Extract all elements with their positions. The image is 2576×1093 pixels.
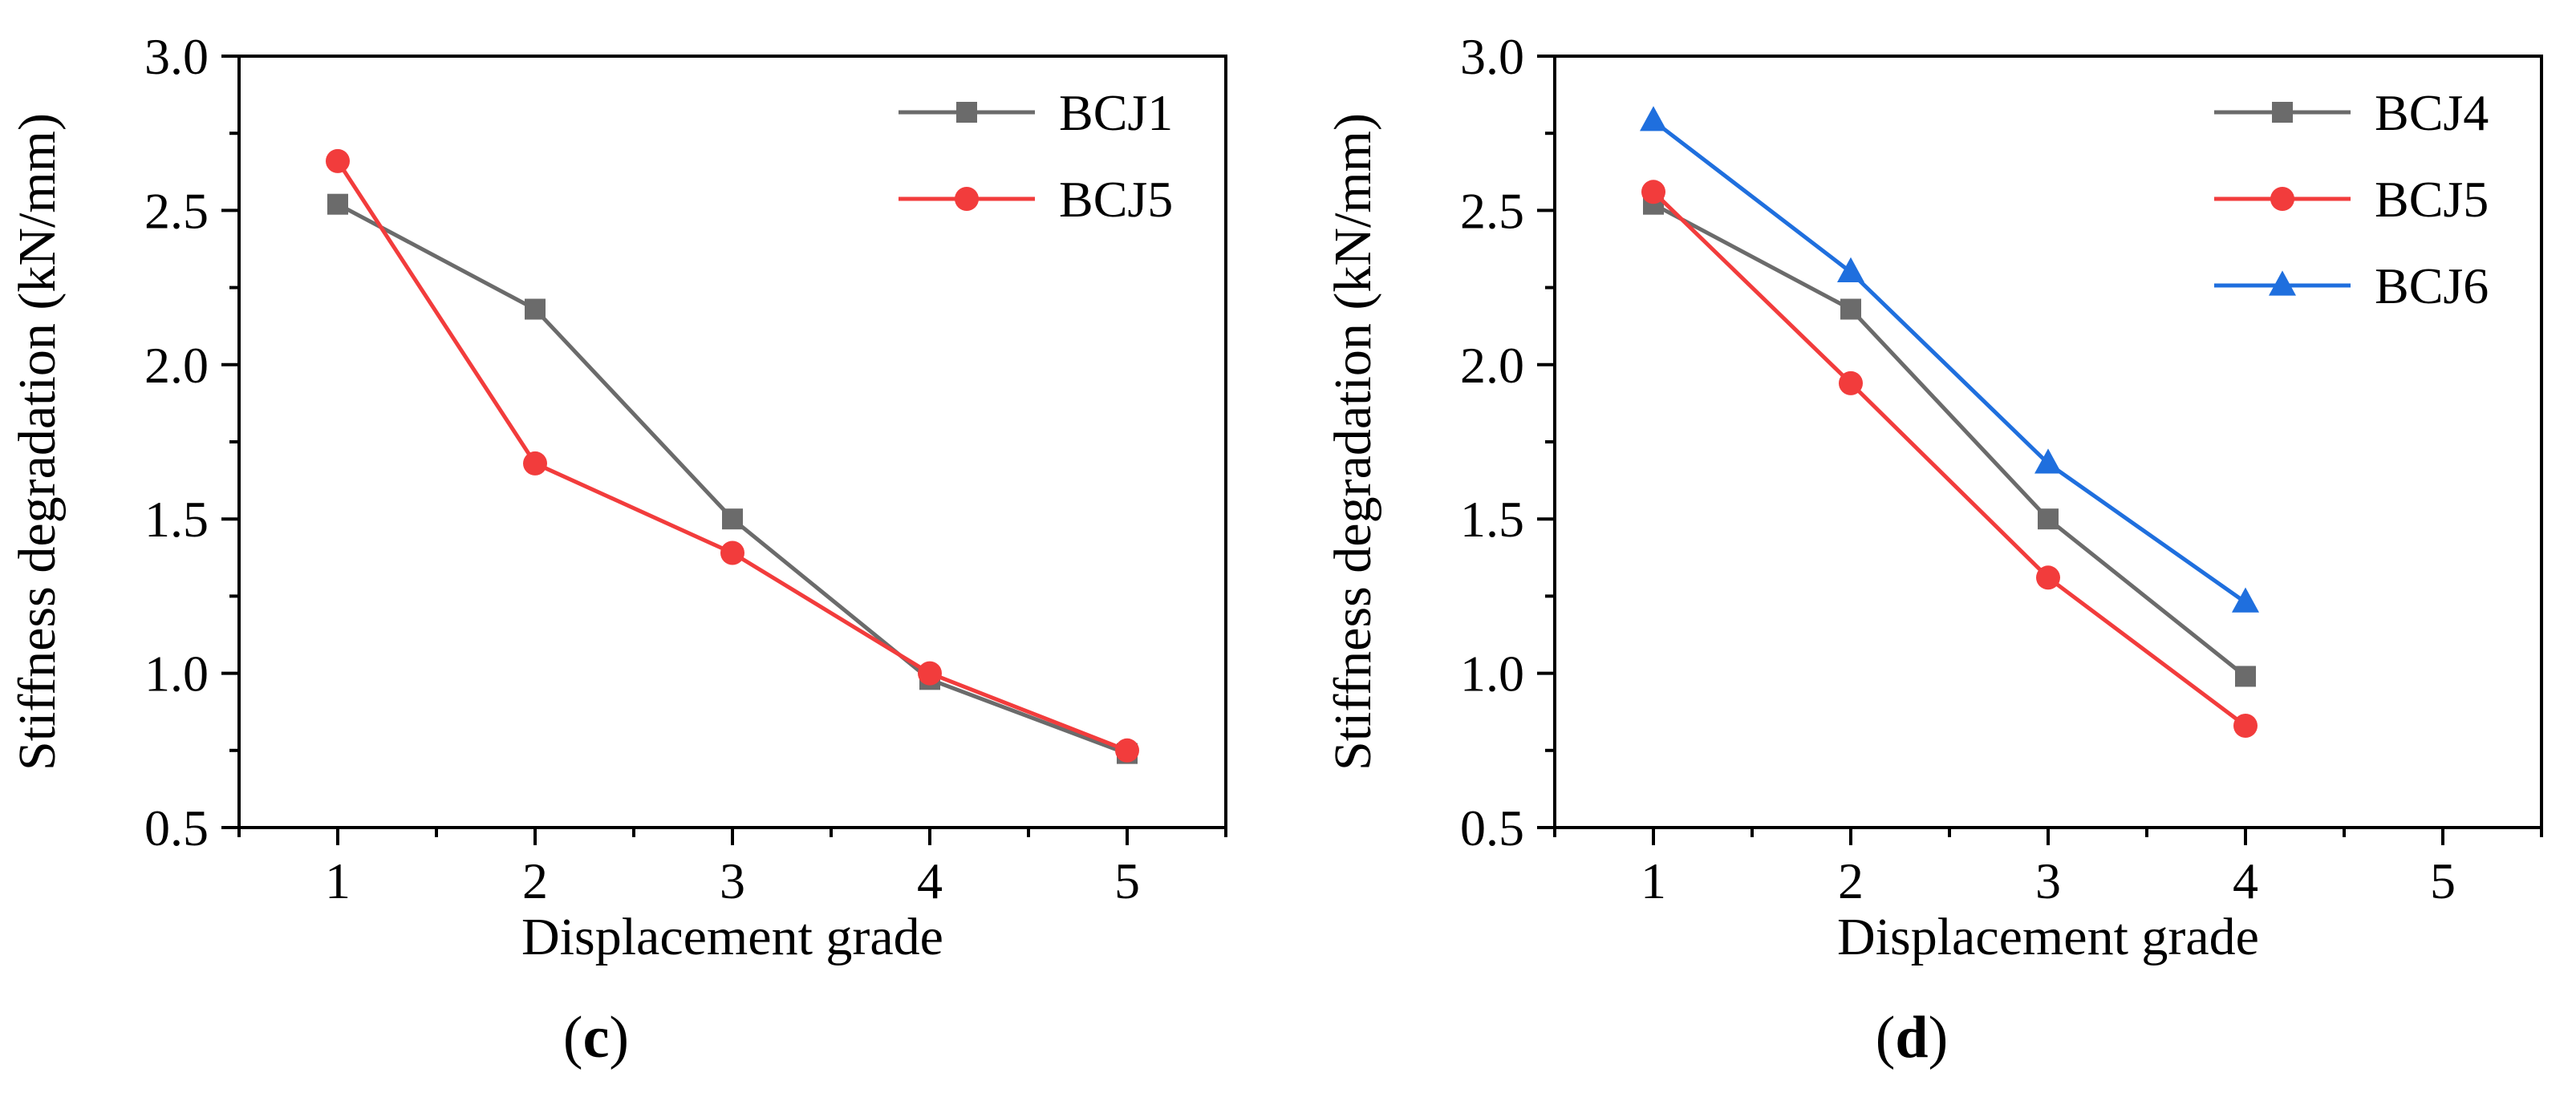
x-tick-label: 3 — [720, 852, 745, 909]
y-axis-title: Stiffness degradation (kN/mm) — [1324, 113, 1382, 771]
data-point — [2233, 714, 2258, 739]
caption-letter: c — [583, 1005, 610, 1071]
legend-label: BCJ1 — [1059, 84, 1173, 141]
caption-open: ( — [563, 1005, 583, 1071]
data-point — [720, 540, 744, 565]
legend-label: BCJ5 — [1059, 171, 1173, 228]
data-point — [2235, 666, 2256, 687]
legend-marker — [955, 187, 979, 211]
data-point — [327, 193, 348, 215]
legend-label: BCJ4 — [2375, 84, 2489, 141]
data-point — [1839, 370, 1863, 395]
panel-caption: (c) — [563, 1005, 629, 1071]
legend: BCJ4 BCJ5 BCJ6 — [2214, 84, 2489, 314]
y-tick-label: 1.0 — [1460, 646, 1524, 702]
series-BCJ4 — [1643, 193, 2256, 687]
y-tick-label: 2.0 — [144, 337, 209, 394]
series-line — [1652, 202, 2247, 678]
x-tick-label: 4 — [917, 852, 943, 909]
x-axis-title: Displacement grade — [1837, 908, 2259, 966]
y-tick-label: 2.5 — [144, 182, 209, 239]
legend-marker — [2272, 102, 2293, 123]
series-BCJ5 — [326, 148, 1139, 763]
legend-label: BCJ6 — [2375, 257, 2489, 314]
series-line — [335, 160, 1128, 753]
y-tick-label: 0.5 — [144, 800, 209, 856]
data-point — [523, 451, 547, 476]
x-tick-label: 3 — [2035, 852, 2061, 909]
y-tick-label: 1.0 — [144, 646, 209, 702]
x-tick-label: 2 — [1838, 852, 1864, 909]
series-line — [336, 202, 1128, 755]
caption-close: ) — [609, 1005, 629, 1071]
data-point — [1115, 738, 1139, 763]
series-BCJ1 — [327, 193, 1138, 764]
y-tick-label: 1.5 — [144, 491, 209, 548]
caption-open: ( — [1876, 1005, 1896, 1071]
y-tick-label: 1.5 — [1460, 491, 1524, 548]
legend-label: BCJ5 — [2375, 171, 2489, 228]
chart-panel-c: 1 2 3 4 5 0.5 1.0 1.5 2.0 2.5 3.0 Displacement grad… — [8, 28, 1227, 1071]
legend-marker — [2269, 270, 2296, 296]
x-tick-label: 1 — [325, 852, 351, 909]
y-tick-label: 3.0 — [1460, 28, 1524, 85]
x-tick-label: 2 — [522, 852, 548, 909]
y-tick-label: 2.0 — [1460, 337, 1524, 394]
data-point — [918, 661, 942, 686]
data-point — [722, 508, 743, 530]
x-tick-label: 5 — [1114, 852, 1140, 909]
data-point — [525, 298, 546, 320]
x-tick-label: 5 — [2430, 852, 2456, 909]
series-line — [1652, 190, 2247, 728]
data-point — [1640, 106, 1667, 132]
data-point — [2038, 508, 2059, 530]
panel-caption: (d) — [1876, 1005, 1948, 1071]
data-point — [2034, 448, 2062, 474]
series-BCJ6 — [1640, 106, 2259, 613]
y-tick-label: 2.5 — [1460, 182, 1524, 239]
data-point — [1840, 298, 1861, 320]
legend: BCJ1 BCJ5 — [899, 84, 1173, 228]
y-tick-label: 0.5 — [1460, 800, 1524, 856]
data-point — [1837, 257, 1864, 282]
y-tick-label: 3.0 — [144, 28, 209, 85]
data-point — [326, 148, 350, 173]
series-BCJ5 — [1641, 180, 2258, 739]
caption-letter: d — [1895, 1005, 1928, 1071]
data-point — [1641, 180, 1665, 204]
x-tick-label: 4 — [2233, 852, 2258, 909]
caption-close: ) — [1929, 1005, 1949, 1071]
chart-panel-d: 1 2 3 4 5 0.5 1.0 1.5 2.0 2.5 3.0 Displacement grad… — [1324, 28, 2543, 1071]
x-axis-title: Displacement grade — [521, 908, 943, 966]
data-point — [2232, 587, 2259, 613]
series-line — [1652, 119, 2247, 605]
legend-marker — [2270, 187, 2294, 211]
x-tick-label: 1 — [1641, 852, 1666, 909]
data-point — [2036, 565, 2060, 590]
y-axis-title: Stiffness degradation (kN/mm) — [8, 113, 67, 771]
legend-marker — [956, 102, 977, 123]
